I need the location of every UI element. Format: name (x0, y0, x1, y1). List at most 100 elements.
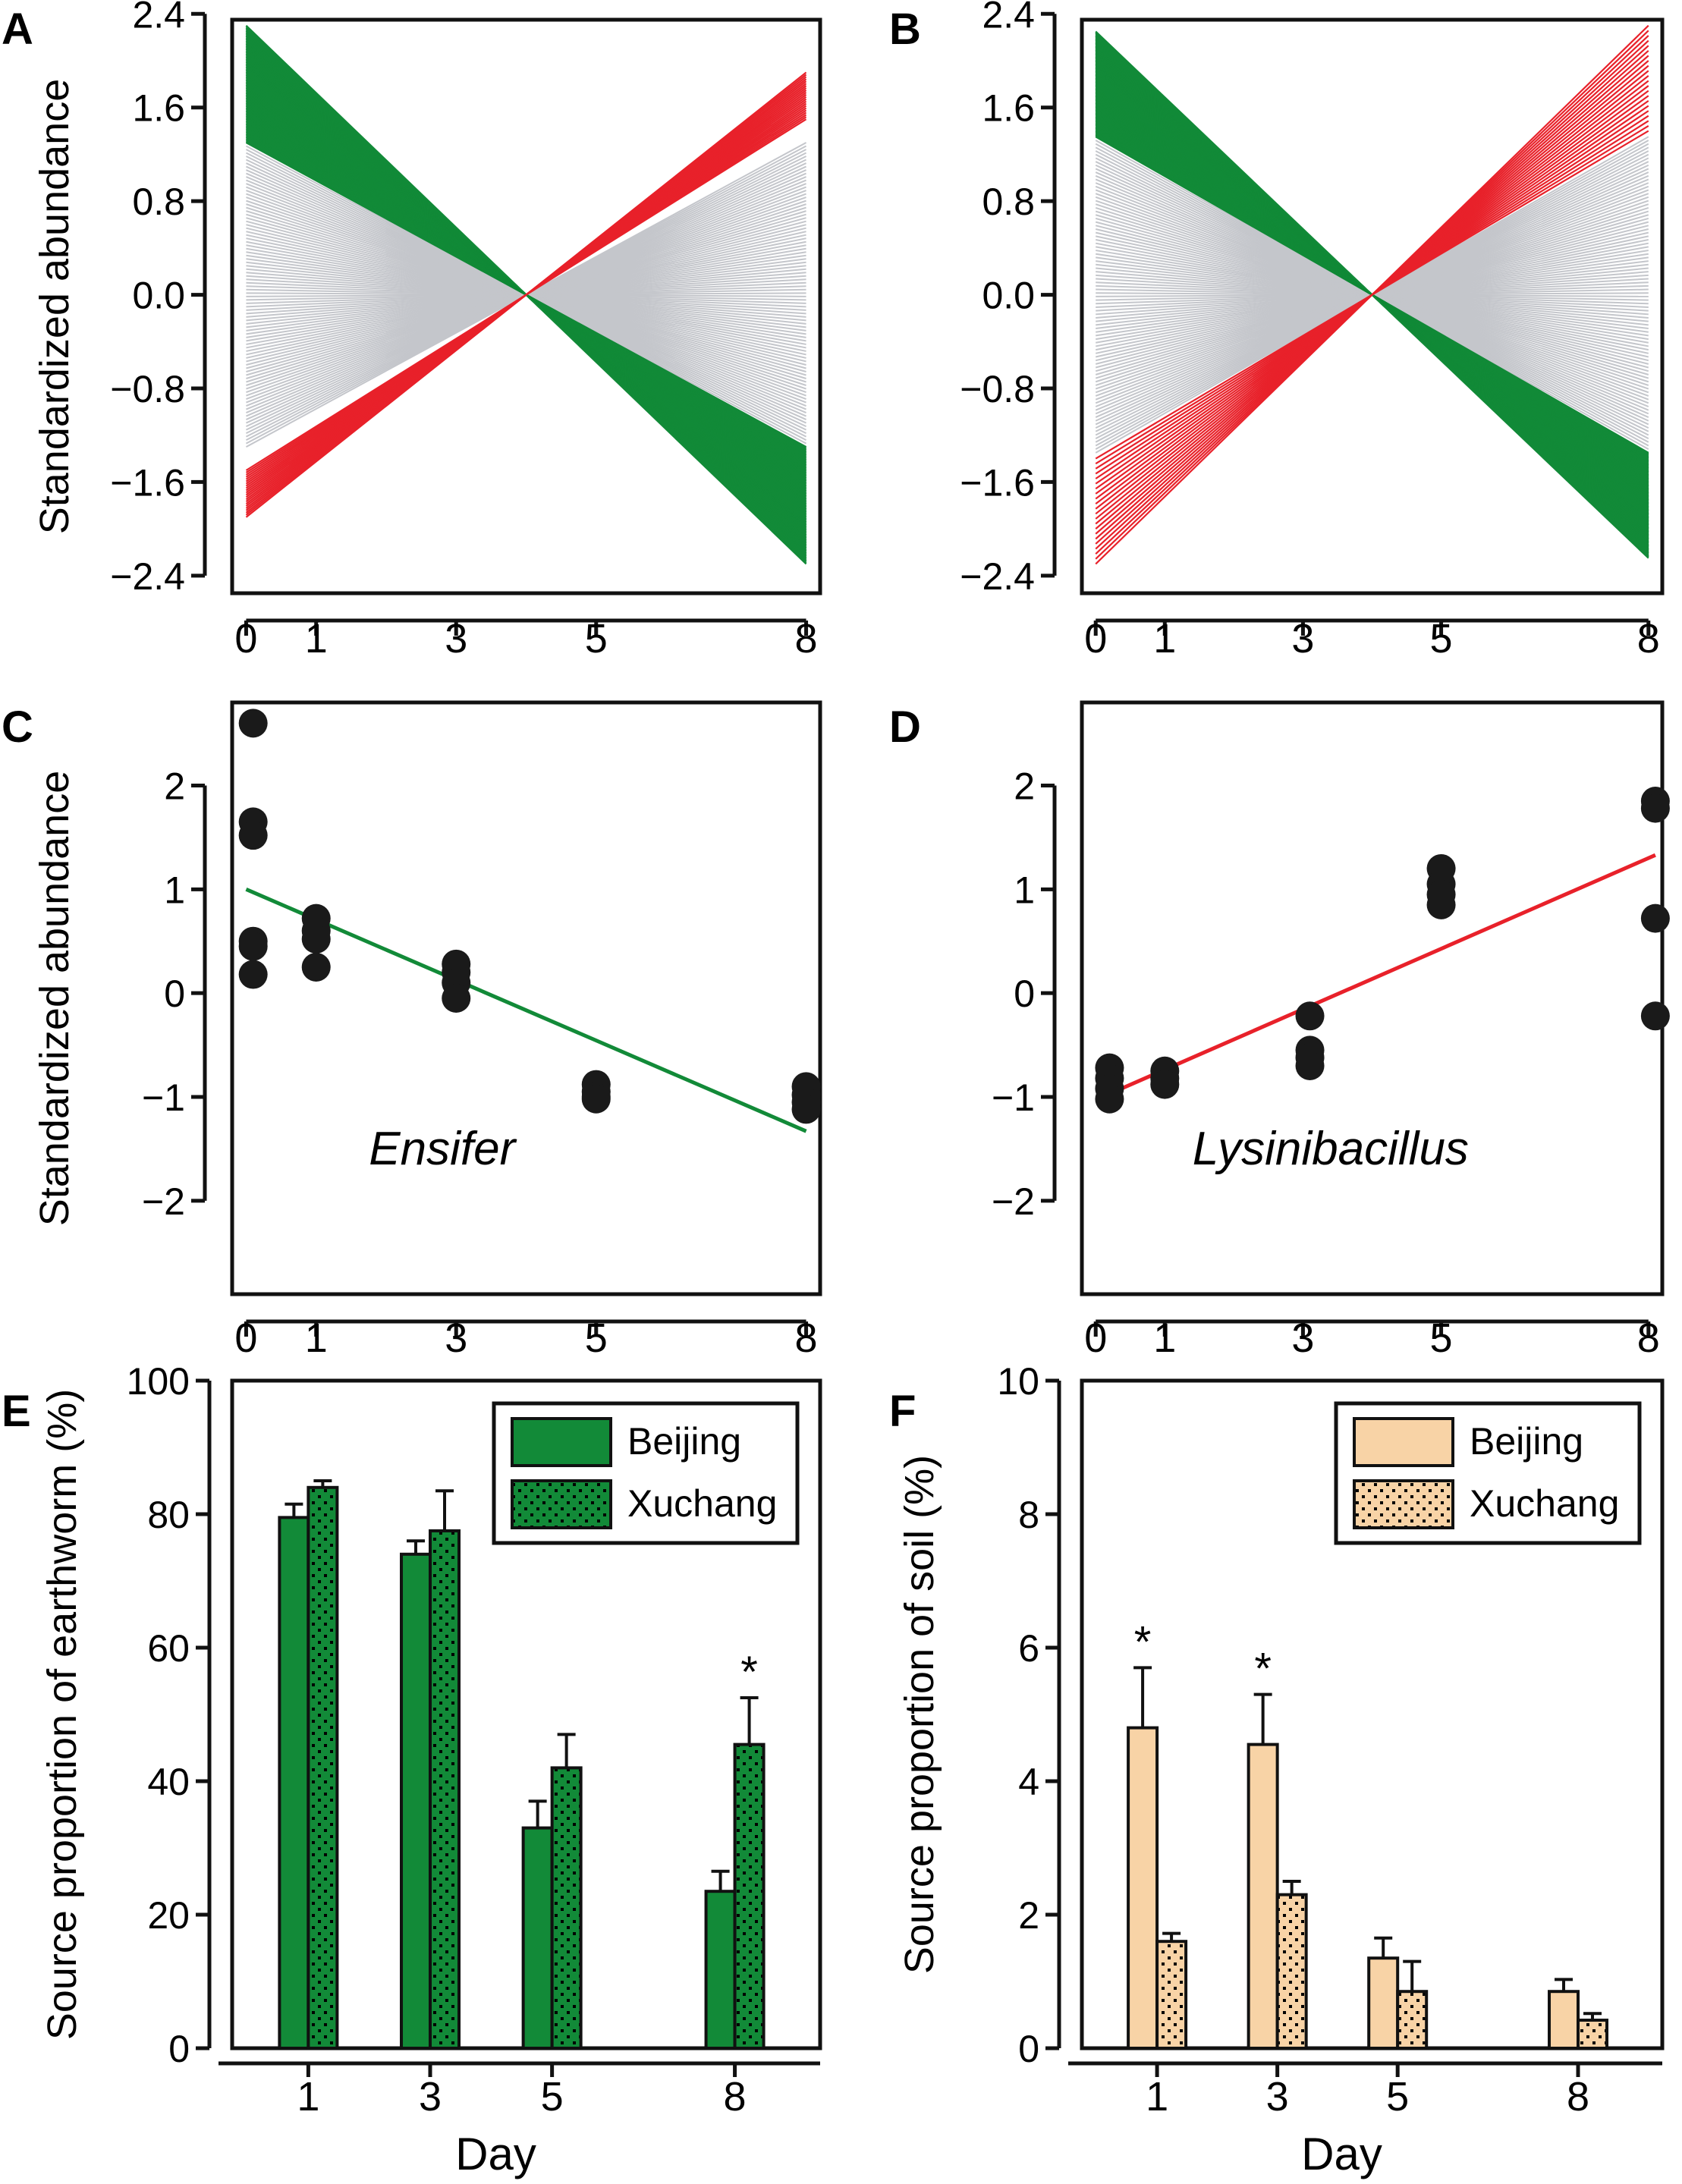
x-tick-label: 5 (1430, 616, 1453, 661)
legend-label-beijing: Beijing (1470, 1420, 1583, 1463)
y-tick-label: 1 (1014, 869, 1035, 911)
y-tick-label: 40 (147, 1761, 190, 1803)
data-point (1095, 1084, 1124, 1114)
x-tick-label: 5 (585, 1315, 608, 1361)
series-red-lines (1095, 24, 1649, 565)
y-tick-label: 20 (147, 1894, 190, 1937)
x-tick-label: 3 (1291, 1315, 1314, 1361)
x-tick-label: 8 (795, 616, 818, 661)
y-tick-label: 8 (1018, 1494, 1039, 1536)
bar-beijing (278, 1516, 310, 2050)
x-tick-label: 1 (1153, 616, 1176, 661)
data-point (1295, 1051, 1325, 1080)
x-tick-label: 5 (1386, 2074, 1409, 2120)
trend-line (1095, 130, 1649, 460)
plot-frame (1080, 700, 1665, 1296)
bar-xuchang (733, 1742, 766, 2050)
y-tick-label: 2 (1018, 1894, 1039, 1937)
panel-letter-e: E (2, 1387, 31, 1436)
x-tick-label: 0 (1084, 616, 1107, 661)
significance-star: * (1254, 1645, 1272, 1694)
y-tick-label: 2.4 (132, 0, 185, 36)
panel-letter-d: D (889, 702, 921, 752)
x-tick-label: 0 (234, 1315, 257, 1361)
y-tick-label: −1.6 (960, 461, 1035, 504)
legend-swatch-beijing (511, 1417, 612, 1467)
bar-beijing (704, 1890, 737, 2050)
data-point (1640, 793, 1670, 823)
genus-annotation: Ensifer (369, 1123, 517, 1175)
x-tick-label: 8 (724, 2074, 747, 2120)
y-tick-label: 4 (1018, 1761, 1039, 1803)
y-tick-label: 0.8 (132, 181, 185, 223)
y-tick-label: 2.4 (982, 0, 1035, 36)
data-point (238, 932, 268, 961)
panel-b-line-chart: 2.4 1.6 0.8 0.0 −0.8 −1.6 −2.4 0 1 3 5 8 (960, 0, 1665, 661)
genus-annotation: Lysinibacillus (1193, 1123, 1469, 1175)
bar-beijing (400, 1552, 432, 2050)
panel-c-scatter-chart: Ensifer 2 1 0 −1 −2 0 1 3 5 8 Standardized abundanc… (32, 700, 822, 1361)
x-tick-label: 8 (1637, 1315, 1660, 1361)
fit-line (245, 888, 807, 1133)
bar-xuchang (1577, 2019, 1609, 2050)
plot-frame (230, 700, 822, 1296)
y-tick-label: −1.6 (110, 461, 185, 504)
bar-xuchang (1275, 1893, 1308, 2050)
x-tick-label: 0 (234, 616, 257, 661)
y-tick-label: 60 (147, 1627, 190, 1670)
y-tick-label: −1 (992, 1076, 1035, 1119)
panel-letter-a: A (2, 5, 33, 54)
y-tick-label: −2 (992, 1180, 1035, 1223)
y-axis-title: Source proportion of earthworm (%) (39, 1389, 85, 2040)
bar-xuchang (550, 1766, 583, 2050)
y-tick-label: 80 (147, 1494, 190, 1536)
y-axis-title: Source proportion of soil (%) (897, 1455, 942, 1974)
data-point (791, 1095, 821, 1124)
x-tick-label: 8 (1637, 616, 1660, 661)
x-tick-label: 5 (1430, 1315, 1453, 1361)
y-tick-label: 1 (164, 869, 185, 911)
x-tick-label: 1 (1146, 2074, 1168, 2120)
x-tick-label: 8 (1567, 2074, 1589, 2120)
x-tick-label: 3 (1266, 2074, 1289, 2120)
bar-beijing (1247, 1742, 1279, 2050)
bar-xuchang (307, 1485, 339, 2050)
y-tick-label: 0.0 (132, 275, 185, 317)
bar-beijing (1127, 1726, 1159, 2050)
y-tick-label: −2 (142, 1180, 185, 1223)
y-tick-label: 0.8 (982, 181, 1035, 223)
legend-label-beijing: Beijing (627, 1420, 741, 1463)
panel-a-line-chart: 2.4 1.6 0.8 0.0 −0.8 −1.6 −2.4 0 1 3 5 8 Standardize… (32, 0, 822, 661)
data-point (1640, 903, 1670, 933)
x-tick-label: 0 (1084, 1315, 1107, 1361)
legend-swatch-xuchang (511, 1479, 612, 1529)
x-tick-label: 1 (1153, 1315, 1176, 1361)
x-tick-label: 1 (305, 616, 328, 661)
bar-xuchang (1396, 1990, 1429, 2050)
y-tick-label: 1.6 (982, 87, 1035, 130)
x-tick-label: 3 (419, 2074, 442, 2120)
y-tick-label: 0.0 (982, 275, 1035, 317)
y-tick-label: 0 (164, 973, 185, 1015)
legend-label-xuchang: Xuchang (627, 1482, 777, 1525)
y-tick-label: 2 (164, 765, 185, 807)
y-tick-label: −2.4 (110, 555, 185, 598)
panel-letter-f: F (889, 1387, 916, 1436)
y-tick-label: 6 (1018, 1627, 1039, 1670)
x-tick-label: 3 (1291, 616, 1314, 661)
y-tick-label: −0.8 (110, 368, 185, 410)
y-tick-label: −0.8 (960, 368, 1035, 410)
plot-frame (230, 17, 822, 595)
data-point (1640, 1001, 1670, 1031)
panel-letter-c: C (2, 702, 33, 752)
y-tick-label: −2.4 (960, 555, 1035, 598)
data-point (1295, 1001, 1325, 1031)
bar-xuchang (1155, 1940, 1188, 2050)
y-tick-label: 0 (1014, 973, 1035, 1015)
legend-swatch-xuchang (1353, 1479, 1454, 1529)
y-tick-label: −1 (142, 1076, 185, 1119)
data-point (1426, 890, 1456, 919)
bar-beijing (521, 1826, 554, 2050)
